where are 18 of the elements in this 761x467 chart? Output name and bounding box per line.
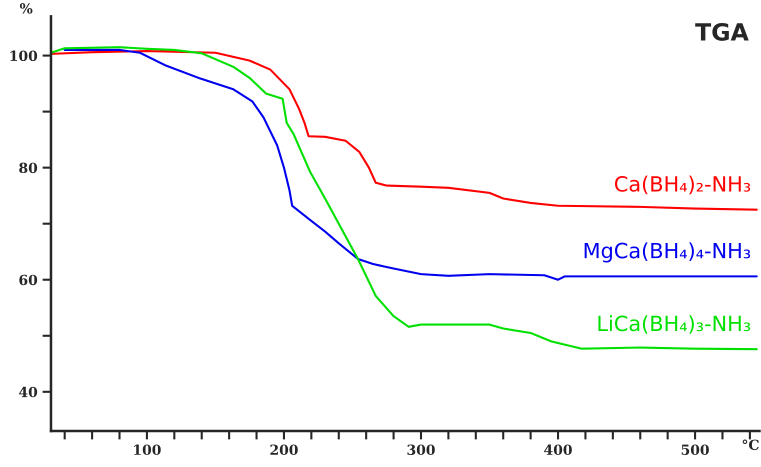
x-tick-label: 400 — [544, 444, 572, 455]
y-axis-title: % — [20, 3, 32, 14]
y-tick-label: 100 — [10, 50, 38, 62]
line-series — [64, 48, 758, 281]
y-tick-label: 40 — [19, 386, 38, 398]
line-series — [50, 50, 758, 211]
line-series — [50, 46, 758, 350]
series-label: MgCa(BH₄)₄-NH₃ — [584, 242, 750, 262]
x-tick-label: 300 — [407, 444, 435, 455]
y-tick-label: 60 — [19, 274, 38, 286]
x-axis-title: °C — [742, 439, 759, 450]
series-label: LiCa(BH₄)₃-NH₃ — [598, 315, 750, 334]
x-tick-label: 500 — [682, 444, 709, 455]
x-tick-label: 100 — [134, 444, 161, 455]
y-tick-label: 80 — [19, 162, 38, 174]
x-tick-label: 200 — [270, 444, 298, 455]
chart-title: TGA — [695, 22, 749, 41]
series-label: Ca(BH₄)₂-NH₃ — [614, 176, 750, 194]
